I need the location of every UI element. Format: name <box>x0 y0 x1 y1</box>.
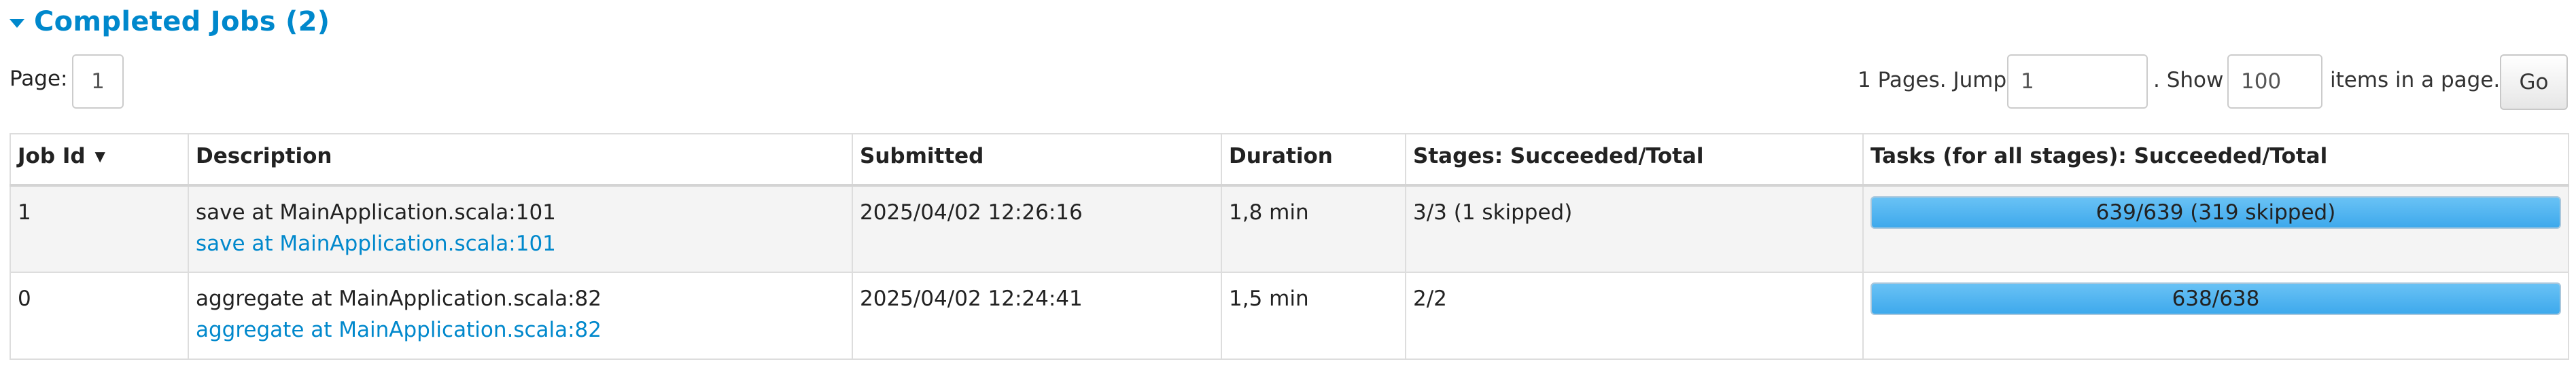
cell-description: save at MainApplication.scala:101 save a… <box>188 185 853 273</box>
sort-descending-icon: ▼ <box>94 148 105 164</box>
cell-stages: 3/3 (1 skipped) <box>1405 185 1864 273</box>
jump-to-page-input[interactable] <box>2007 54 2148 109</box>
go-button[interactable]: Go <box>2500 54 2568 110</box>
page-size-input[interactable] <box>2227 54 2322 109</box>
header-stages[interactable]: Stages: Succeeded/Total <box>1405 133 1864 187</box>
page-number-input[interactable] <box>72 54 124 109</box>
tasks-progress-fill <box>1872 284 2560 314</box>
cell-job-id: 0 <box>10 272 189 360</box>
cell-submitted: 2025/04/02 12:24:41 <box>852 272 1222 360</box>
cell-duration: 1,5 min <box>1221 272 1406 360</box>
table-row: 0 aggregate at MainApplication.scala:82 … <box>10 272 2569 360</box>
cell-tasks: 639/639 (319 skipped) <box>1862 185 2569 273</box>
job-description-text: save at MainApplication.scala:101 <box>196 200 556 225</box>
table-row: 1 save at MainApplication.scala:101 save… <box>10 185 2569 273</box>
header-description[interactable]: Description <box>188 133 853 187</box>
section-title: Completed Jobs (2) <box>34 6 330 37</box>
tasks-progress-bar: 638/638 <box>1870 282 2561 315</box>
tasks-progress-text: 639/639 (319 skipped) <box>2095 200 2336 225</box>
cell-duration: 1,8 min <box>1221 185 1406 273</box>
header-job-id-label: Job Id <box>18 144 86 168</box>
cell-job-id: 1 <box>10 185 189 273</box>
job-description-link[interactable]: save at MainApplication.scala:101 <box>196 232 556 256</box>
page-label: Page: <box>10 67 68 91</box>
completed-jobs-toggle[interactable]: Completed Jobs (2) <box>10 4 330 39</box>
items-per-page-label: items in a page. <box>2330 68 2501 92</box>
table-header-row: Job Id ▼ Description Submitted Duration S… <box>10 133 2569 187</box>
show-label: . Show <box>2153 68 2224 92</box>
header-duration[interactable]: Duration <box>1221 133 1406 187</box>
cell-tasks: 638/638 <box>1862 272 2569 360</box>
tasks-progress-fill <box>1872 198 2560 227</box>
collapse-arrow-icon <box>10 18 24 28</box>
header-tasks[interactable]: Tasks (for all stages): Succeeded/Total <box>1862 133 2569 187</box>
job-description-link[interactable]: aggregate at MainApplication.scala:82 <box>196 318 602 342</box>
header-job-id[interactable]: Job Id ▼ <box>10 133 189 187</box>
job-description-text: aggregate at MainApplication.scala:82 <box>196 287 602 311</box>
tasks-progress-bar: 639/639 (319 skipped) <box>1870 196 2561 229</box>
pages-jump-label: 1 Pages. Jump to <box>1858 68 2035 92</box>
completed-jobs-table: Job Id ▼ Description Submitted Duration S… <box>10 133 2569 360</box>
cell-submitted: 2025/04/02 12:26:16 <box>852 185 1222 273</box>
tasks-progress-text: 638/638 <box>2172 287 2260 311</box>
cell-stages: 2/2 <box>1405 272 1864 360</box>
cell-description: aggregate at MainApplication.scala:82 ag… <box>188 272 853 360</box>
header-submitted[interactable]: Submitted <box>852 133 1222 187</box>
